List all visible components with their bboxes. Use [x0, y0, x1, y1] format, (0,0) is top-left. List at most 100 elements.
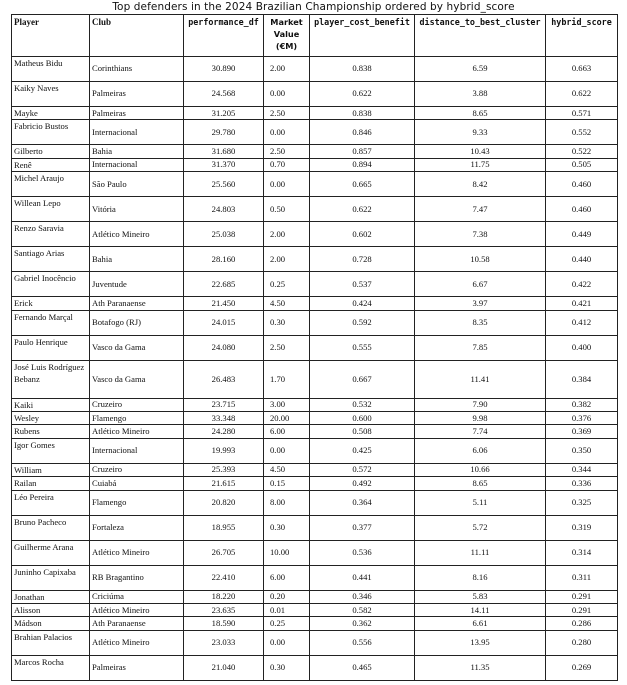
- distance-cell: 7.74: [415, 425, 546, 438]
- hybrid-score-cell: 0.622: [546, 82, 618, 107]
- hybrid-score-cell: 0.522: [546, 145, 618, 158]
- distance-cell: 8.16: [415, 565, 546, 590]
- club-cell: Ath Paranaense: [90, 617, 184, 630]
- club-cell: Bahia: [90, 145, 184, 158]
- performance-cell: 21.450: [184, 297, 264, 310]
- player-cell: Marcos Rocha: [12, 655, 90, 680]
- distance-cell: 3.97: [415, 297, 546, 310]
- performance-cell: 24.568: [184, 82, 264, 107]
- performance-cell: 30.890: [184, 57, 264, 82]
- club-cell: Palmeiras: [90, 82, 184, 107]
- market-value-cell: 0.30: [264, 515, 310, 540]
- table-row: Paulo Henrique Vasco da Gama 24.080 2.50 0.5…: [12, 335, 618, 360]
- hybrid-score-cell: 0.314: [546, 540, 618, 565]
- performance-cell: 20.820: [184, 490, 264, 515]
- club-cell: Juventude: [90, 272, 184, 297]
- cost-benefit-cell: 0.425: [310, 438, 415, 463]
- cost-benefit-cell: 0.838: [310, 107, 415, 120]
- distance-cell: 7.85: [415, 335, 546, 360]
- hybrid-score-cell: 0.412: [546, 310, 618, 335]
- table-row: Railan Cuiabá 21.615 0.15 0.492 8.65 0.336: [12, 477, 618, 490]
- market-value-cell: 8.00: [264, 490, 310, 515]
- performance-cell: 31.370: [184, 158, 264, 171]
- market-value-cell: 0.00: [264, 630, 310, 655]
- performance-cell: 25.038: [184, 222, 264, 247]
- club-cell: Bahia: [90, 247, 184, 272]
- table-row: Jonathan Criciúma 18.220 0.20 0.346 5.83 0.291: [12, 590, 618, 603]
- club-cell: São Paulo: [90, 172, 184, 197]
- table-row: Willean Lepo Vitória 24.803 0.50 0.622 7.47 0.…: [12, 197, 618, 222]
- hybrid-score-cell: 0.291: [546, 590, 618, 603]
- hybrid-score-cell: 0.286: [546, 617, 618, 630]
- club-cell: Cruzeiro: [90, 463, 184, 476]
- player-cell: William: [12, 463, 90, 476]
- hybrid-score-cell: 0.344: [546, 463, 618, 476]
- performance-cell: 18.220: [184, 590, 264, 603]
- table-row: Fernando Marçal Botafogo (RJ) 24.015 0.30 0.…: [12, 310, 618, 335]
- club-cell: Vasco da Gama: [90, 335, 184, 360]
- distance-cell: 11.75: [415, 158, 546, 171]
- table-row: Igor Gomes Internacional 19.993 0.00 0.425 6.…: [12, 438, 618, 463]
- cost-benefit-cell: 0.555: [310, 335, 415, 360]
- market-value-cell: 0.25: [264, 617, 310, 630]
- player-cell: Fabricio Bustos: [12, 120, 90, 145]
- distance-cell: 8.42: [415, 172, 546, 197]
- hybrid-score-cell: 0.350: [546, 438, 618, 463]
- market-value-cell: 0.00: [264, 120, 310, 145]
- table-row: Mayke Palmeiras 31.205 2.50 0.838 8.65 0.571: [12, 107, 618, 120]
- market-value-cell: 2.00: [264, 222, 310, 247]
- performance-cell: 23.033: [184, 630, 264, 655]
- table-title: Top defenders in the 2024 Brazilian Cham…: [0, 0, 627, 14]
- cost-benefit-cell: 0.592: [310, 310, 415, 335]
- performance-cell: 25.560: [184, 172, 264, 197]
- market-value-cell: 1.70: [264, 360, 310, 398]
- table-row: William Cruzeiro 25.393 4.50 0.572 10.66 0.344: [12, 463, 618, 476]
- cost-benefit-cell: 0.465: [310, 655, 415, 680]
- hybrid-score-cell: 0.422: [546, 272, 618, 297]
- club-cell: Palmeiras: [90, 107, 184, 120]
- cost-benefit-cell: 0.532: [310, 398, 415, 411]
- club-cell: Internacional: [90, 120, 184, 145]
- table-row: Renê Internacional 31.370 0.70 0.894 11.75 0.5…: [12, 158, 618, 171]
- distance-cell: 9.33: [415, 120, 546, 145]
- market-value-cell: 20.00: [264, 412, 310, 425]
- player-cell: Santiago Arias: [12, 247, 90, 272]
- hybrid-score-cell: 0.460: [546, 172, 618, 197]
- club-cell: Internacional: [90, 158, 184, 171]
- market-value-cell: 0.20: [264, 590, 310, 603]
- table-row: Kaiky Naves Palmeiras 24.568 0.00 0.622 3.88 0…: [12, 82, 618, 107]
- hybrid-score-cell: 0.319: [546, 515, 618, 540]
- hybrid-score-cell: 0.440: [546, 247, 618, 272]
- player-cell: Juninho Capixaba: [12, 565, 90, 590]
- club-cell: Vasco da Gama: [90, 360, 184, 398]
- header-distance: distance_to_best_cluster: [415, 15, 546, 57]
- cost-benefit-cell: 0.508: [310, 425, 415, 438]
- distance-cell: 5.11: [415, 490, 546, 515]
- header-market-value: Market Value (€M): [264, 15, 310, 57]
- cost-benefit-cell: 0.622: [310, 197, 415, 222]
- performance-cell: 28.160: [184, 247, 264, 272]
- performance-cell: 18.590: [184, 617, 264, 630]
- table-row: Brahian Palacios Atlético Mineiro 23.033 0.…: [12, 630, 618, 655]
- hybrid-score-cell: 0.552: [546, 120, 618, 145]
- performance-cell: 24.015: [184, 310, 264, 335]
- distance-cell: 7.47: [415, 197, 546, 222]
- table-row: Marcos Rocha Palmeiras 21.040 0.30 0.465 11.3…: [12, 655, 618, 680]
- table-row: Léo Pereira Flamengo 20.820 8.00 0.364 5.11 0.…: [12, 490, 618, 515]
- hybrid-score-cell: 0.571: [546, 107, 618, 120]
- table-row: Renzo Saravia Atlético Mineiro 25.038 2.00 0…: [12, 222, 618, 247]
- player-cell: Michel Araujo: [12, 172, 90, 197]
- market-value-cell: 2.50: [264, 145, 310, 158]
- hybrid-score-cell: 0.460: [546, 197, 618, 222]
- market-value-cell: 0.01: [264, 604, 310, 617]
- distance-cell: 10.66: [415, 463, 546, 476]
- table-row: Matheus Bidu Corinthians 30.890 2.00 0.838 6.…: [12, 57, 618, 82]
- player-cell: Paulo Henrique: [12, 335, 90, 360]
- cost-benefit-cell: 0.622: [310, 82, 415, 107]
- header-row: Player Club performance_df Market Value …: [12, 15, 618, 57]
- cost-benefit-cell: 0.377: [310, 515, 415, 540]
- table-row: Erick Ath Paranaense 21.450 4.50 0.424 3.97 0.…: [12, 297, 618, 310]
- club-cell: Atlético Mineiro: [90, 604, 184, 617]
- hybrid-score-cell: 0.369: [546, 425, 618, 438]
- club-cell: Ath Paranaense: [90, 297, 184, 310]
